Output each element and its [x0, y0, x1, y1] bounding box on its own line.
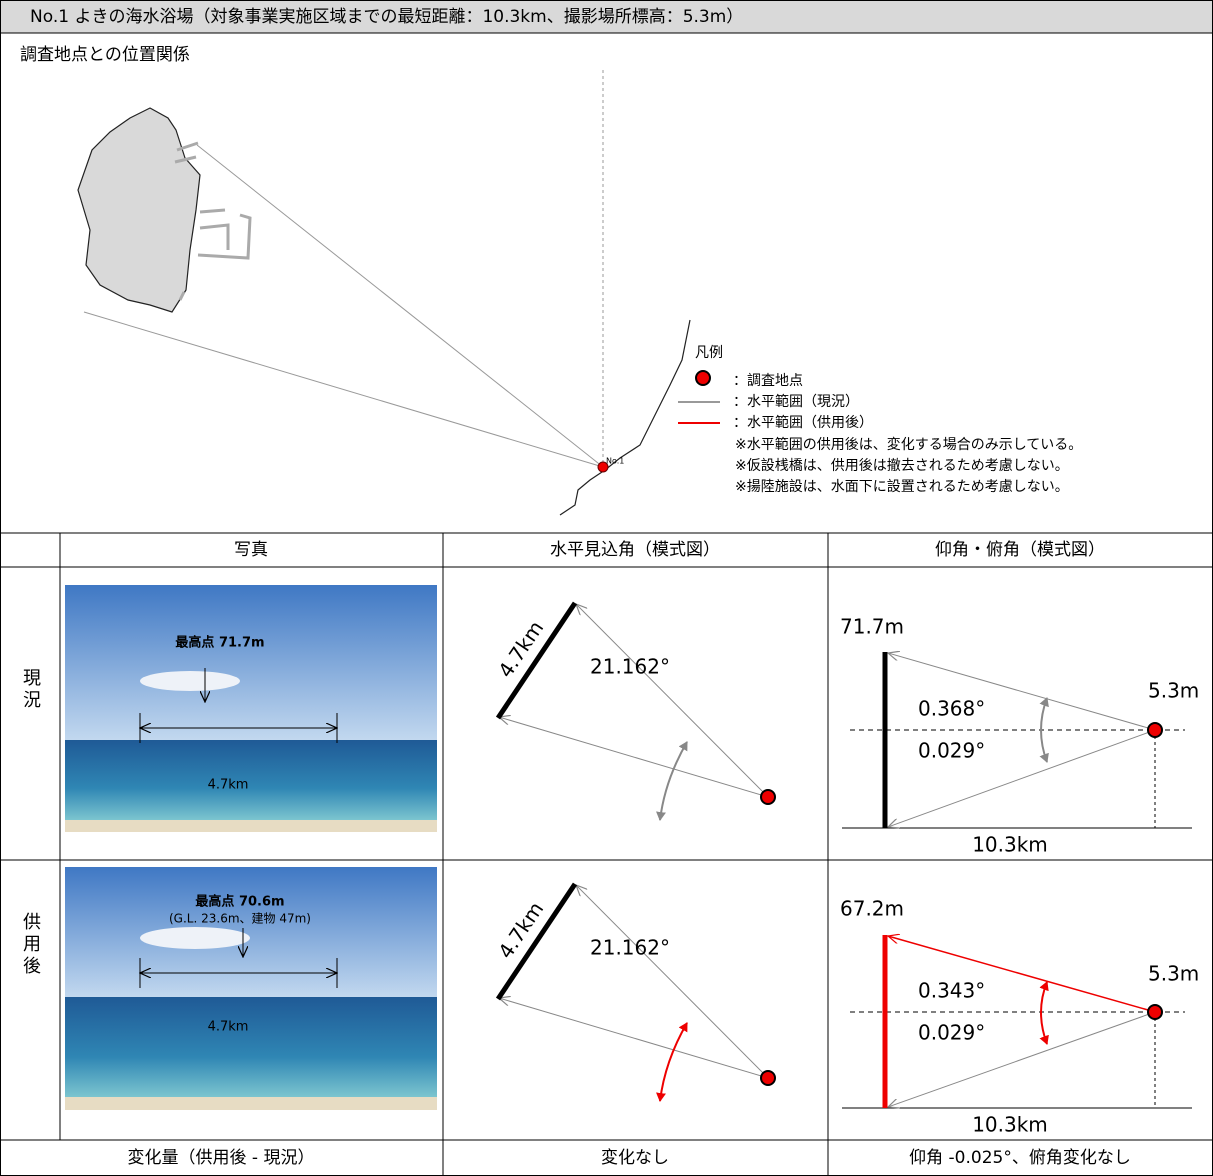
photo — [65, 585, 437, 832]
survey-point — [597, 461, 609, 473]
elevation-label: 0.343° — [918, 979, 985, 1003]
piers — [174, 141, 252, 301]
eye-label: 5.3m — [1148, 679, 1199, 703]
angle-arc — [656, 741, 688, 821]
distance-label: 10.3km — [972, 1113, 1048, 1137]
sky — [65, 867, 437, 997]
header-title: No.1 よきの海水浴場（対象事業実施区域までの最短距離：10.3km、撮影場所… — [30, 7, 743, 27]
row-label: 供用後 — [20, 912, 41, 978]
legend-item: ：水平範囲（現況） — [733, 393, 859, 410]
sight-line — [888, 1011, 1156, 1107]
sight-line — [888, 653, 1156, 731]
angle-label: 21.162° — [590, 655, 670, 679]
width-label: 4.7km — [493, 897, 548, 963]
range-line — [576, 885, 769, 1079]
column-header: 仰角・俯角（模式図） — [935, 540, 1105, 560]
width-label: 4.7km — [208, 1020, 249, 1035]
cloud — [140, 927, 250, 949]
footer-cell: 仰角 -0.025°、俯角変化なし — [909, 1148, 1131, 1168]
angle-arc — [1039, 697, 1049, 763]
map-title: 調査地点との位置関係 — [20, 45, 190, 65]
pier — [199, 208, 226, 214]
viewpoint — [760, 789, 776, 805]
pier — [197, 213, 252, 260]
sea — [65, 740, 437, 820]
angle-arc — [656, 1022, 688, 1102]
depression-label: 0.029° — [918, 739, 985, 763]
legend-note: ※揚陸施設は、水面下に設置されるため考慮しない。 — [735, 478, 1069, 495]
column-header: 水平見込角（模式図） — [550, 540, 720, 560]
sight-line — [888, 729, 1156, 827]
eye-label: 5.3m — [1148, 962, 1199, 986]
pier — [174, 155, 197, 164]
legend-item: ：調査地点 — [733, 373, 803, 389]
viewpoint — [1147, 722, 1163, 738]
legend-note: ※仮設桟橋は、供用後は撤去されるため考慮しない。 — [735, 458, 1069, 474]
legend-note: ※水平範囲の供用後は、変化する場合のみ示している。 — [735, 436, 1082, 453]
footer-cell: 変化なし — [601, 1148, 669, 1168]
island — [77, 107, 201, 313]
row-label: 現況 — [20, 668, 41, 712]
pier — [199, 223, 230, 250]
sand — [65, 820, 437, 832]
column-header: 写真 — [234, 540, 268, 560]
sight-line — [888, 936, 1156, 1013]
width-label: 4.7km — [493, 616, 548, 682]
sky — [65, 585, 437, 740]
peak-label: 最高点 71.7m — [175, 635, 264, 651]
height-label: 67.2m — [840, 897, 904, 921]
depression-label: 0.029° — [918, 1021, 985, 1045]
range-line — [576, 604, 769, 798]
range-line — [83, 311, 604, 468]
viewpoint — [1147, 1004, 1163, 1020]
range-line — [499, 717, 769, 798]
height-label: 71.7m — [840, 615, 904, 639]
legend-item: ：水平範囲（供用後） — [733, 414, 873, 431]
elevation-label: 0.368° — [918, 697, 985, 721]
header-band — [0, 0, 1213, 34]
cloud — [140, 671, 240, 691]
coastline — [559, 319, 691, 516]
pier — [178, 291, 186, 301]
angle-label: 21.162° — [590, 936, 670, 960]
sand — [65, 1097, 437, 1110]
legend-title: 凡例 — [695, 345, 723, 361]
peak-label: 最高点 70.6m — [195, 894, 284, 910]
footer-cell: 変化量（供用後 - 現況） — [128, 1148, 315, 1168]
legend-point — [695, 370, 711, 386]
target-width — [495, 601, 578, 720]
range-line — [196, 144, 604, 468]
viewpoint — [760, 1070, 776, 1086]
point-label: No.1 — [606, 457, 624, 466]
peak-detail: (G.L. 23.6m、建物 47m) — [169, 912, 311, 926]
target-width — [495, 882, 578, 1001]
pier — [176, 141, 199, 152]
width-label: 4.7km — [208, 778, 249, 793]
range-line — [499, 998, 769, 1079]
sea — [65, 997, 437, 1097]
angle-arc — [1039, 981, 1049, 1045]
distance-label: 10.3km — [972, 833, 1048, 857]
